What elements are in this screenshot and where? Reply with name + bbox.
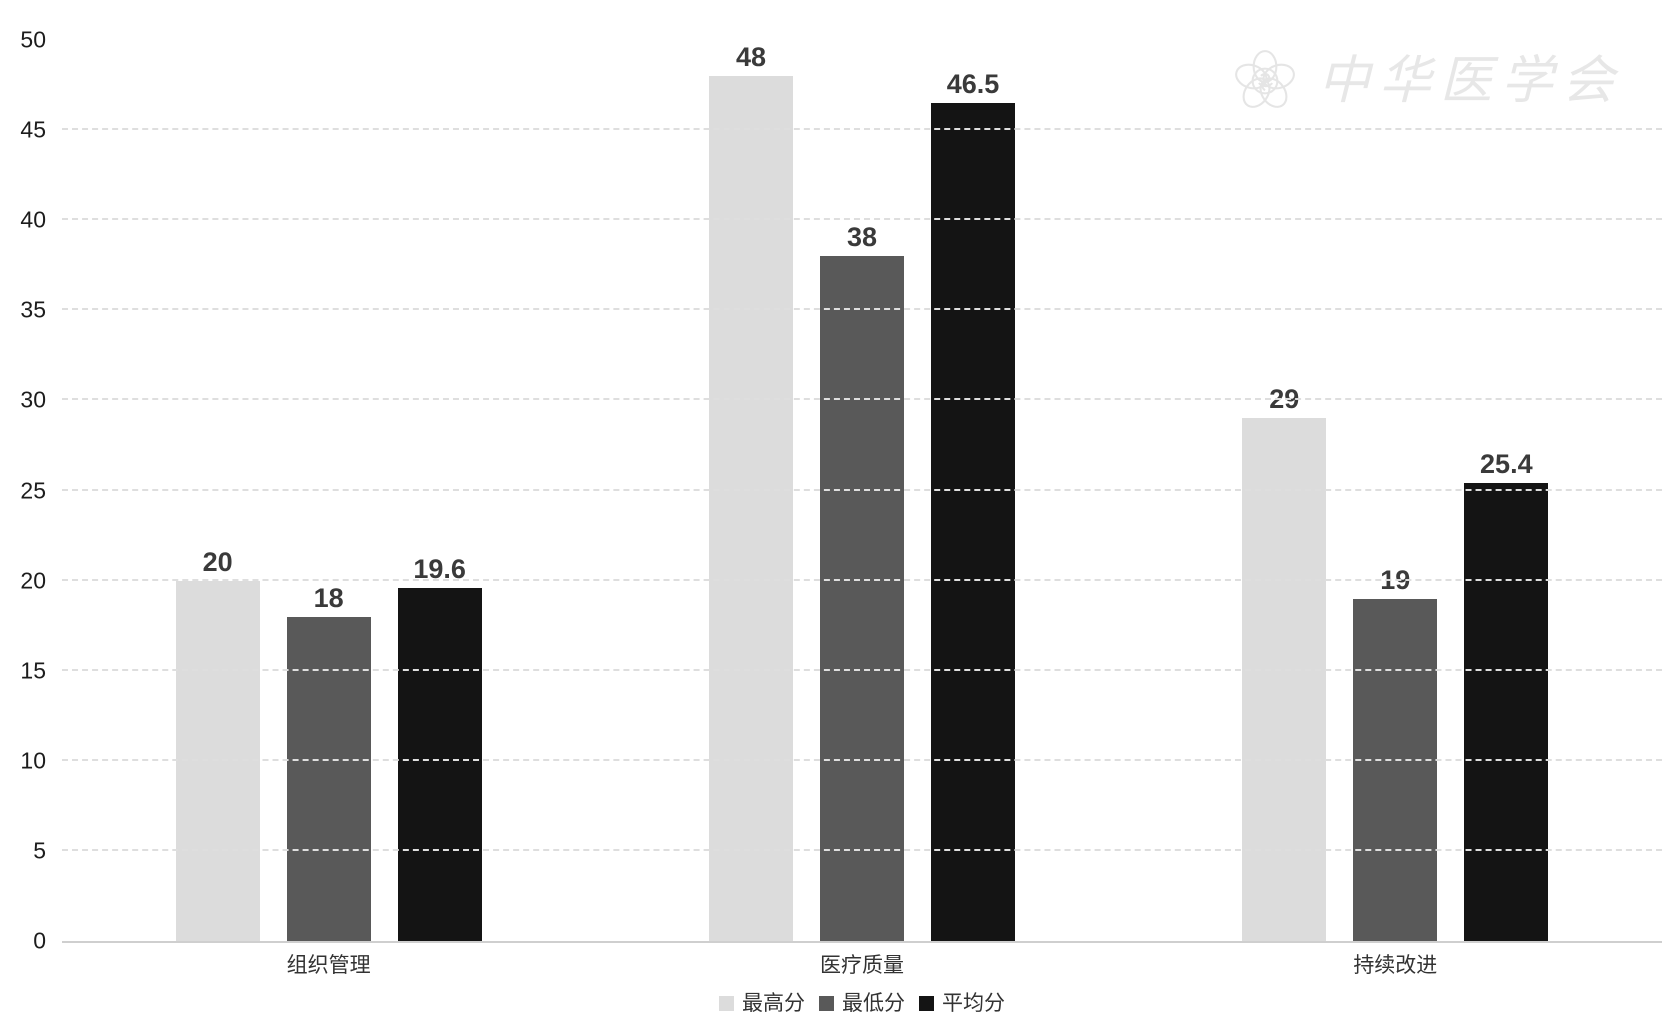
legend-swatch-icon	[819, 996, 834, 1011]
legend-item-最低分: 最低分	[819, 993, 905, 1014]
category-label-3: 持续改进	[1353, 954, 1438, 977]
legend-label: 平均分	[942, 992, 1005, 1015]
bar-最低分-组织管理: 18	[286, 584, 371, 941]
x-axis-labels: 组织管理 医疗质量 持续改进	[62, 955, 1662, 976]
gridline-15	[62, 668, 1662, 671]
gridline-40	[62, 218, 1662, 221]
legend-item-最高分: 最高分	[719, 993, 805, 1014]
bar-最高分-医疗质量: 48	[708, 44, 793, 941]
bar-最低分-持续改进: 19	[1353, 566, 1438, 941]
y-tick-label-45: 45	[20, 116, 46, 143]
legend-label: 最低分	[842, 992, 905, 1015]
bar-group-2: 48 38 46.5	[595, 40, 1128, 941]
bar-最低分-医疗质量: 38	[819, 224, 904, 941]
legend-swatch-icon	[719, 996, 734, 1011]
bar-value-label: 20	[202, 546, 233, 577]
gridline-45	[62, 128, 1662, 131]
legend: 最高分 最低分 平均分	[62, 993, 1662, 1014]
y-tick-label-40: 40	[20, 206, 46, 233]
legend-swatch-icon	[919, 996, 934, 1011]
bar-最高分-持续改进: 29	[1242, 386, 1327, 941]
gridline-35	[62, 308, 1662, 311]
bar-value-label: 19.6	[413, 553, 466, 584]
bar-平均分-组织管理: 19.6	[397, 555, 482, 941]
bar-value-label: 38	[846, 222, 878, 253]
x-axis-line	[62, 941, 1662, 943]
y-tick-label-5: 5	[33, 837, 46, 864]
y-tick-label-35: 35	[20, 296, 46, 323]
y-tick-label-0: 0	[33, 927, 46, 954]
bar-平均分-持续改进: 25.4	[1464, 451, 1549, 941]
bar-value-label: 18	[313, 582, 344, 613]
y-tick-label-15: 15	[20, 657, 46, 684]
y-tick-label-25: 25	[20, 477, 46, 503]
gridline-5	[62, 848, 1662, 851]
bar-value-label: 48	[735, 42, 767, 73]
y-tick-label-30: 30	[20, 386, 46, 413]
gridline-20	[62, 578, 1662, 581]
category-label-2: 医疗质量	[819, 954, 904, 977]
bar-value-label: 46.5	[946, 69, 1000, 100]
gridline-25	[62, 488, 1662, 491]
bar-平均分-医疗质量: 46.5	[930, 71, 1015, 941]
bar-value-label: 25.4	[1480, 449, 1533, 480]
y-tick-label-10: 10	[20, 747, 46, 774]
bar-group-1: 20 18 19.6	[62, 40, 595, 941]
gridline-30	[62, 398, 1662, 401]
y-tick-label-50: 50	[20, 26, 46, 53]
legend-item-平均分: 平均分	[919, 993, 1005, 1014]
category-label-1: 组织管理	[286, 954, 371, 977]
y-tick-label-20: 20	[20, 567, 46, 594]
y-axis: 0 5 10 15 20 25 30 35 40 45 50	[0, 28, 46, 952]
plot-area: 20 18 19.6 48 38 46.5 29 19 25.4	[62, 40, 1662, 943]
bar-series-container: 20 18 19.6 48 38 46.5 29 19 25.4	[62, 40, 1662, 941]
gridline-10	[62, 758, 1662, 761]
bar-group-3: 29 19 25.4	[1129, 40, 1662, 941]
legend-label: 最高分	[742, 992, 805, 1015]
